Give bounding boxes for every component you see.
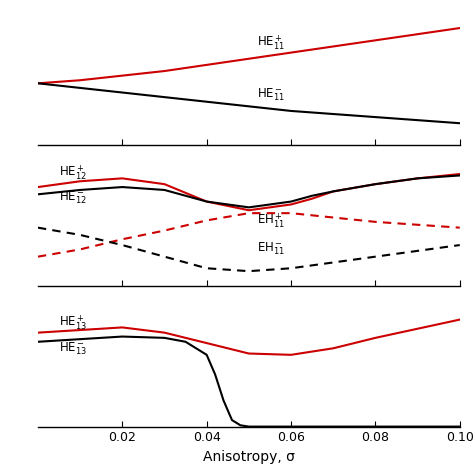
Text: HE$^-_{13}$: HE$^-_{13}$ xyxy=(59,340,87,356)
Text: HE$^-_{11}$: HE$^-_{11}$ xyxy=(257,87,285,103)
Text: HE$^+_{13}$: HE$^+_{13}$ xyxy=(59,313,87,332)
X-axis label: Anisotropy, σ: Anisotropy, σ xyxy=(203,450,295,464)
Text: EH$^+_{11}$: EH$^+_{11}$ xyxy=(257,211,285,230)
Text: HE$^-_{12}$: HE$^-_{12}$ xyxy=(59,190,87,207)
Text: HE$^+_{12}$: HE$^+_{12}$ xyxy=(59,163,87,182)
Text: HE$^+_{11}$: HE$^+_{11}$ xyxy=(257,34,285,52)
Text: EH$^-_{11}$: EH$^-_{11}$ xyxy=(257,241,285,257)
